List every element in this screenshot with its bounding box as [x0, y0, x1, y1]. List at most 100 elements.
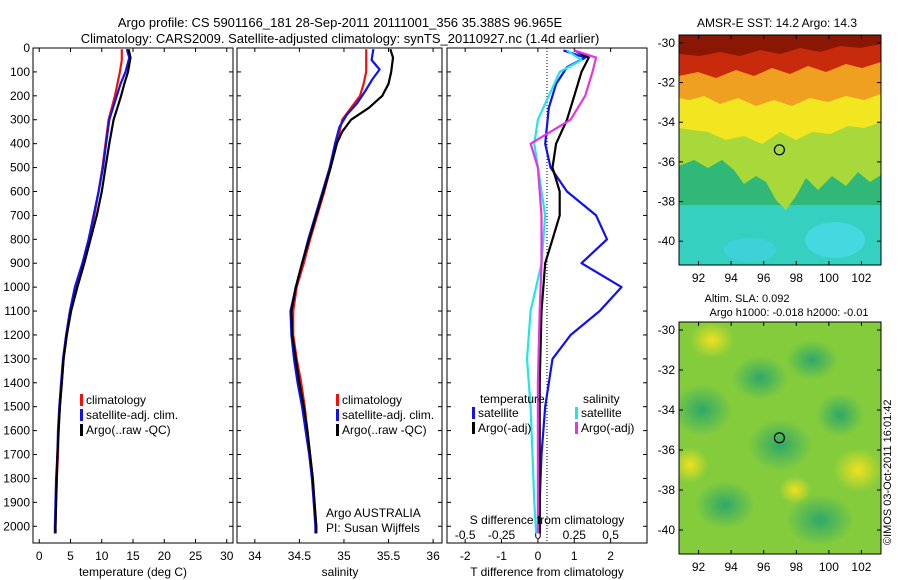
sla-high-patch: [834, 448, 881, 492]
sla-argo-location-marker: [773, 432, 786, 444]
sla-high-patch: [690, 322, 734, 358]
x-tick-label: 100: [819, 560, 839, 574]
sla-map-panel: Altim. SLA: 0.092 Argo h1000: -0.018 h20…: [658, 293, 882, 574]
temperature-panel: 0100200300400500600700800900100011001200…: [3, 41, 233, 579]
y-tick-label: 1500: [3, 400, 30, 414]
y-tick-label: 1000: [3, 280, 30, 294]
salinity-annotation-2: PI: Susan Wijffels: [326, 521, 420, 535]
legend-label: satellite: [581, 406, 622, 420]
imos-timestamp-label: ©IMOS 03-Oct-2011 16:01:42: [882, 400, 894, 545]
x-tick-label: 94: [724, 271, 738, 285]
y-tick-label: -36: [658, 155, 676, 169]
x-tick-label: 2: [607, 549, 614, 563]
salinity-panel: 34 34.5 35 35.5 36 climatologysatellite-adj.…: [236, 47, 443, 579]
sst-map-panel: AMSR-E SST: 14.2 Argo: 14.3 -30 -32 -34 -36…: [658, 16, 882, 285]
sst-map-y-ticks: -30 -32 -34 -36 -38 -40: [658, 36, 881, 248]
sst-map-frame: [678, 34, 882, 266]
legend-title: salinity: [583, 392, 620, 406]
sst-map-title: AMSR-E SST: 14.2 Argo: 14.3: [697, 16, 857, 30]
x-tick-label: 0: [535, 549, 542, 563]
sla-map-title: Altim. SLA: 0.092: [705, 293, 790, 305]
legend-label: climatology: [86, 393, 146, 407]
legend-label: satellite: [478, 406, 519, 420]
y-tick-label: 400: [10, 137, 30, 151]
y-tick-label: 900: [10, 256, 30, 270]
y-tick-label: -32: [658, 363, 676, 377]
y-tick-label: -38: [658, 483, 676, 497]
difference-x-ticks: -2 -1 0 1 2 -0.5 -0.25 0 0.25 0.5: [455, 48, 619, 563]
y-tick-label: -36: [658, 443, 676, 457]
y-tick-label: 1400: [3, 376, 30, 390]
legend-swatch: [472, 422, 475, 434]
series-line: [54, 49, 123, 534]
x-tick-label: 10: [95, 549, 109, 563]
y-tick-label: 2000: [3, 519, 30, 533]
x-secondary-tick-label: 0.5: [602, 528, 619, 542]
x-tick-label: -1: [496, 549, 507, 563]
legend-label: Argo(..raw -QC): [86, 423, 171, 437]
temperature-axes-frame: [32, 47, 234, 544]
x-tick-label: 98: [790, 560, 804, 574]
y-tick-label: 1100: [4, 304, 30, 318]
difference-y-ticks: [447, 47, 647, 527]
y-tick-label: 500: [10, 161, 30, 175]
salinity-annotation-1: Argo AUSTRALIA: [326, 506, 421, 520]
y-tick-label: 800: [10, 232, 30, 246]
y-tick-label: -32: [658, 76, 676, 90]
y-tick-label: -34: [658, 115, 676, 129]
series-line: [54, 48, 132, 534]
sla-map-frame: [678, 321, 882, 555]
series-line: [290, 48, 395, 534]
sst-cool-patch: [805, 222, 865, 258]
x-tick-label: 25: [189, 549, 203, 563]
temperature-y-ticks: 0 100 200 300 400 500 600 700 800 900 1000 1100 1200…: [3, 41, 233, 533]
x-tick-label: 102: [851, 271, 871, 285]
x-tick-label: 34.5: [288, 549, 312, 563]
x-tick-label: 98: [790, 271, 804, 285]
sla-low-patch: [679, 384, 732, 436]
x-tick-label: 1: [571, 549, 578, 563]
y-tick-label: 1300: [3, 352, 30, 366]
sla-low-patch: [816, 393, 864, 437]
legend-title: temperature: [480, 392, 545, 406]
legend-swatch: [80, 409, 83, 421]
sla-map-y-ticks: -30 -32 -34 -36 -38 -40: [658, 323, 881, 537]
sla-low-patch: [786, 340, 838, 380]
x-secondary-tick-label: 0: [535, 528, 542, 542]
sla-low-patch: [732, 356, 788, 400]
y-tick-label: 200: [10, 89, 30, 103]
difference-x-label: T difference from climatology: [470, 565, 624, 579]
sla-high-patch: [779, 476, 811, 504]
x-tick-label: 15: [126, 549, 140, 563]
y-tick-label: -40: [658, 523, 676, 537]
sla-map-subtitle: Argo h1000: -0.018 h2000: -0.01: [709, 307, 868, 319]
x-tick-label: 35.5: [377, 549, 401, 563]
y-tick-label: 100: [10, 65, 30, 79]
legend-swatch: [336, 424, 339, 436]
x-tick-label: 100: [819, 271, 839, 285]
series-line: [538, 49, 623, 534]
salinity-x-label: salinity: [322, 565, 359, 579]
y-tick-label: 600: [10, 184, 30, 198]
sla-low-patch: [748, 419, 812, 471]
x-tick-label: 5: [67, 549, 74, 563]
y-tick-label: 300: [10, 113, 30, 127]
series-line: [525, 49, 583, 534]
y-tick-label: -34: [658, 403, 676, 417]
x-tick-label: 20: [158, 549, 172, 563]
difference-panel: -2 -1 0 1 2-0.5 -0.25 0 0.25 0.5 temperaturesate…: [446, 47, 648, 579]
x-tick-label: 36: [426, 549, 440, 563]
x-tick-label: -2: [460, 549, 471, 563]
sst-cool-patch: [724, 238, 776, 262]
y-tick-label: -30: [658, 36, 676, 50]
series-line: [529, 49, 598, 534]
legend-label: satellite-adj. clim.: [86, 408, 178, 422]
legend-swatch: [575, 422, 578, 434]
legend-label: satellite-adj. clim.: [342, 408, 434, 422]
legend-swatch: [80, 424, 83, 436]
sla-map-x-ticks: 92 94 96 98 100 102: [692, 322, 872, 574]
difference-legend: temperaturesatelliteArgo(-adj)salinitysa…: [472, 392, 634, 435]
sla-map-field: [679, 322, 881, 554]
